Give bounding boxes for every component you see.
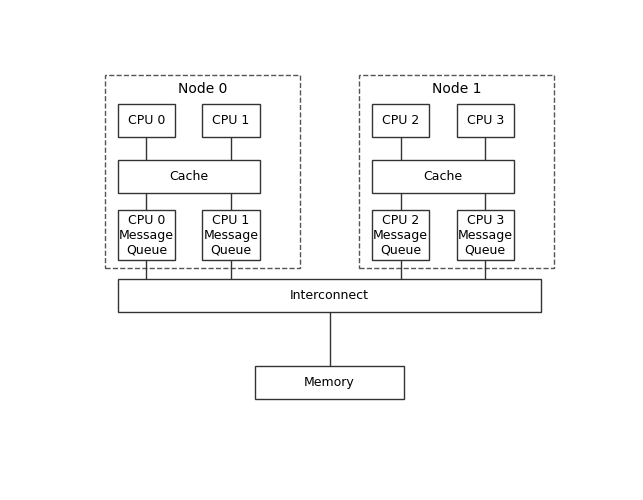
Text: CPU 2: CPU 2 bbox=[382, 114, 419, 127]
Text: Cache: Cache bbox=[423, 170, 462, 183]
FancyBboxPatch shape bbox=[255, 366, 404, 399]
FancyBboxPatch shape bbox=[203, 210, 260, 260]
FancyBboxPatch shape bbox=[372, 160, 514, 193]
FancyBboxPatch shape bbox=[372, 210, 430, 260]
FancyBboxPatch shape bbox=[359, 76, 554, 268]
FancyBboxPatch shape bbox=[118, 210, 175, 260]
Text: CPU 0
Message
Queue: CPU 0 Message Queue bbox=[119, 214, 174, 256]
Text: Memory: Memory bbox=[304, 376, 355, 389]
Text: CPU 1
Message
Queue: CPU 1 Message Queue bbox=[204, 214, 258, 256]
Text: Node 1: Node 1 bbox=[432, 82, 482, 96]
FancyBboxPatch shape bbox=[105, 76, 300, 268]
Text: CPU 2
Message
Queue: CPU 2 Message Queue bbox=[373, 214, 428, 256]
Text: Interconnect: Interconnect bbox=[290, 290, 369, 302]
FancyBboxPatch shape bbox=[118, 160, 260, 193]
Text: CPU 0: CPU 0 bbox=[128, 114, 165, 127]
FancyBboxPatch shape bbox=[457, 210, 514, 260]
Text: CPU 3: CPU 3 bbox=[467, 114, 504, 127]
FancyBboxPatch shape bbox=[118, 280, 541, 312]
FancyBboxPatch shape bbox=[372, 104, 430, 137]
FancyBboxPatch shape bbox=[203, 104, 260, 137]
FancyBboxPatch shape bbox=[457, 104, 514, 137]
Text: Cache: Cache bbox=[169, 170, 208, 183]
Text: CPU 3
Message
Queue: CPU 3 Message Queue bbox=[458, 214, 512, 256]
Text: CPU 1: CPU 1 bbox=[212, 114, 249, 127]
FancyBboxPatch shape bbox=[118, 104, 175, 137]
Text: Node 0: Node 0 bbox=[177, 82, 227, 96]
